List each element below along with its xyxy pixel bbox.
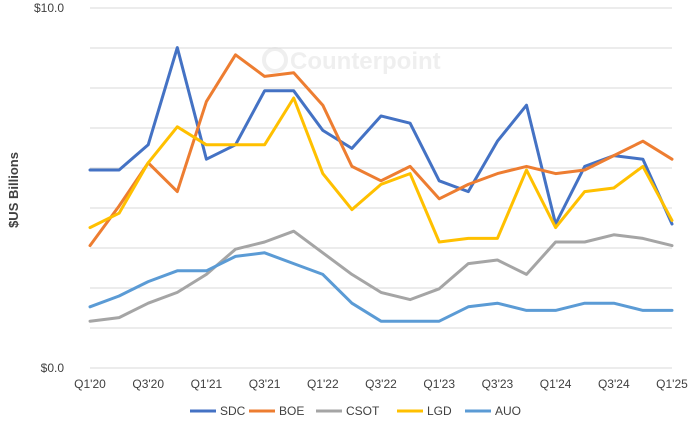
series-line-boe bbox=[88, 53, 674, 248]
watermark-text: Counterpoint bbox=[290, 48, 441, 75]
watermark: Counterpoint bbox=[262, 47, 441, 75]
x-tick-label: Q1'20 bbox=[74, 377, 106, 391]
legend-label: CSOT bbox=[346, 404, 380, 418]
series-line-lgd bbox=[88, 96, 674, 244]
x-tick-label: Q3'21 bbox=[249, 377, 281, 391]
legend-item-auo: AUO bbox=[465, 404, 521, 418]
legend-item-sdc: SDC bbox=[190, 404, 246, 418]
x-axis: Q1'20 Q3'20 Q1'21 Q3'21 Q1'22 Q3'22 Q1'23 Q3'23… bbox=[74, 377, 688, 391]
legend-label: LGD bbox=[427, 404, 452, 418]
series-line-sdc bbox=[88, 46, 674, 226]
legend-label: BOE bbox=[279, 404, 304, 418]
x-tick-label: Q1'25 bbox=[656, 377, 688, 391]
y-tick-label: $0.0 bbox=[41, 361, 65, 375]
y-axis: $0.0 $10.0 bbox=[34, 1, 64, 375]
x-tick-label: Q3'24 bbox=[598, 377, 630, 391]
series-layer bbox=[88, 46, 674, 323]
legend-item-csot: CSOT bbox=[316, 404, 380, 418]
x-tick-label: Q1'21 bbox=[191, 377, 223, 391]
watermark-logo-icon bbox=[262, 47, 288, 73]
x-tick-label: Q1'24 bbox=[540, 377, 572, 391]
legend-label: SDC bbox=[220, 404, 246, 418]
legend: SDC BOE CSOT LGD AUO bbox=[190, 404, 521, 418]
series-line-auo bbox=[88, 251, 674, 323]
legend-label: AUO bbox=[495, 404, 521, 418]
x-tick-label: Q3'20 bbox=[132, 377, 164, 391]
y-axis-title: $US Billions bbox=[6, 152, 21, 228]
legend-item-boe: BOE bbox=[249, 404, 304, 418]
x-tick-label: Q1'23 bbox=[423, 377, 455, 391]
x-tick-label: Q3'23 bbox=[482, 377, 514, 391]
x-tick-label: Q3'22 bbox=[365, 377, 397, 391]
legend-item-lgd: LGD bbox=[397, 404, 452, 418]
series-line-csot bbox=[88, 229, 674, 323]
y-tick-label: $10.0 bbox=[34, 1, 64, 15]
x-tick-label: Q1'22 bbox=[307, 377, 339, 391]
